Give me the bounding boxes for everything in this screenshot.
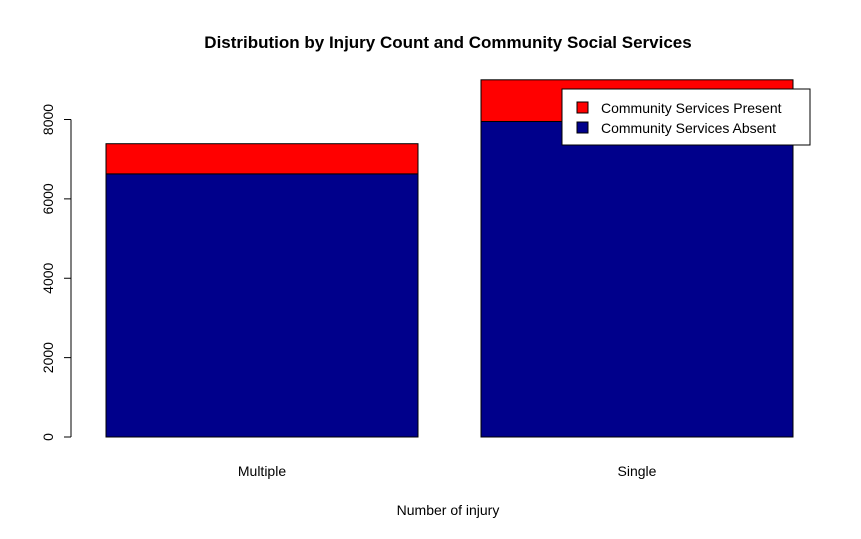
chart-title: Distribution by Injury Count and Communi…	[204, 33, 691, 52]
bar-multiple-series-1	[105, 143, 419, 175]
legend-label-0: Community Services Present	[601, 100, 782, 116]
x-axis-title: Number of injury	[397, 502, 500, 518]
y-tick-label-0: 0	[40, 433, 56, 441]
y-axis: 0 2000 4000 6000 8000	[40, 104, 72, 441]
y-tick-label-6000: 6000	[40, 183, 56, 214]
y-tick-label-8000: 8000	[40, 104, 56, 135]
bar-multiple-series-0	[105, 173, 419, 438]
legend-swatch-1	[576, 121, 589, 134]
bar-single-series-0	[480, 120, 794, 438]
x-tick-label-single: Single	[618, 463, 657, 479]
legend: Community Services Present Community Serv…	[561, 88, 811, 146]
y-tick-label-2000: 2000	[40, 342, 56, 373]
legend-box	[561, 88, 811, 146]
y-tick-label-4000: 4000	[40, 262, 56, 293]
legend-label-1: Community Services Absent	[601, 120, 776, 136]
x-tick-label-multiple: Multiple	[238, 463, 286, 479]
legend-swatch-0	[576, 101, 589, 114]
x-axis-labels: Multiple Single	[238, 463, 657, 479]
